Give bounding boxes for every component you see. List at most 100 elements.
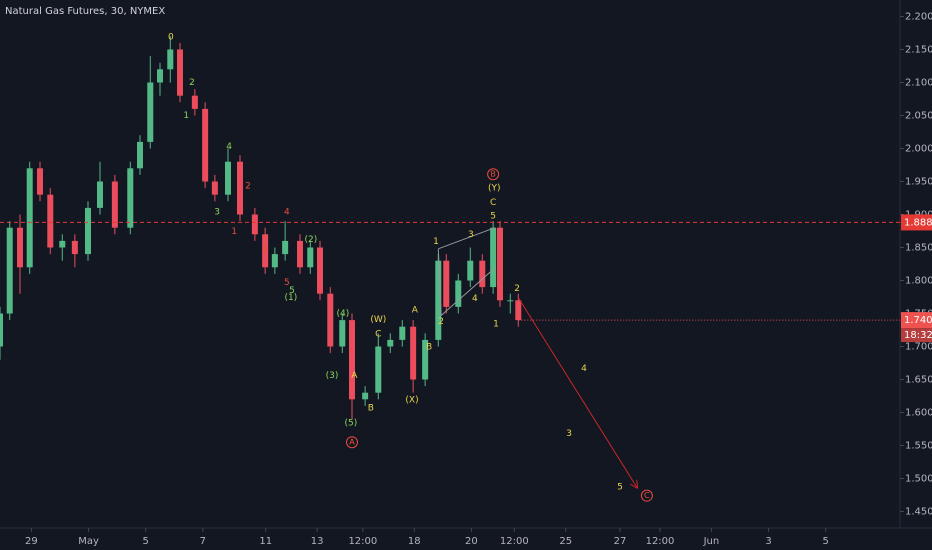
y-tick-label: 1.850 xyxy=(905,243,932,254)
y-tick-label: 2.000 xyxy=(905,144,932,155)
wave-label: (W) xyxy=(370,315,386,325)
x-tick-label: 5 xyxy=(823,536,829,547)
wave-label: 3 xyxy=(214,207,220,217)
candle-body xyxy=(515,300,522,321)
candle-body xyxy=(251,214,258,235)
y-tick-label: 1.550 xyxy=(905,441,932,452)
candle-body xyxy=(0,313,3,347)
price-line-box xyxy=(901,214,932,231)
wave-label: (Y) xyxy=(488,184,501,194)
chart-title: Natural Gas Futures, 30, NYMEX xyxy=(5,6,165,17)
wave-label: 3 xyxy=(261,245,267,255)
candle-body xyxy=(497,227,503,301)
y-tick-label: 2.200 xyxy=(905,12,932,23)
x-tick-label: 3 xyxy=(765,536,771,547)
x-tick-label: 27 xyxy=(614,536,627,547)
x-tick-label: 12:00 xyxy=(348,536,377,547)
wave-label: 5 xyxy=(490,211,496,221)
wedge-line xyxy=(438,227,496,250)
wave-label: (1) xyxy=(284,293,297,303)
candle-body xyxy=(47,194,54,248)
wave-label: A xyxy=(351,371,358,381)
candle-body xyxy=(111,181,118,228)
wave-label: 2 xyxy=(189,78,195,88)
wave-circle xyxy=(640,489,653,502)
last-price-box xyxy=(901,312,932,329)
wave-label: 1 xyxy=(493,320,499,330)
projection-arrow xyxy=(517,297,637,488)
wave-label: (2) xyxy=(304,235,317,245)
wave-label: 5 xyxy=(284,278,290,288)
wave-label: B xyxy=(368,403,374,413)
candle-body xyxy=(490,227,497,288)
candle-body xyxy=(191,95,198,109)
y-tick-label: 1.950 xyxy=(905,177,932,188)
candle-body xyxy=(237,161,243,215)
candle-body xyxy=(399,326,406,340)
candle-body xyxy=(422,339,429,380)
x-tick-label: 12:00 xyxy=(500,536,529,547)
wave-label: 5 xyxy=(617,483,623,493)
candle-body xyxy=(317,247,323,294)
candle-body xyxy=(307,247,314,268)
candle-body xyxy=(127,168,134,228)
wave-label: A xyxy=(349,438,355,447)
y-tick-label: 1.650 xyxy=(905,375,932,386)
y-tick-label: 1.600 xyxy=(905,408,932,419)
candle-body xyxy=(71,240,78,255)
candle-body xyxy=(26,168,33,268)
wave-label: 4 xyxy=(284,207,290,217)
candle-body xyxy=(202,108,209,182)
candle-body xyxy=(6,227,13,314)
candle-body xyxy=(271,254,278,268)
candle-body xyxy=(297,240,303,268)
x-tick-label: May xyxy=(78,536,99,547)
candle-body xyxy=(410,326,417,380)
wave-circle xyxy=(346,436,358,449)
candle-body xyxy=(137,141,143,169)
candle-body xyxy=(282,240,289,255)
wave-label: 2 xyxy=(245,182,251,192)
candle-body xyxy=(349,320,355,400)
wave-label: 1 xyxy=(231,227,237,237)
x-tick-label: 13 xyxy=(311,536,324,547)
wave-label: 2 xyxy=(438,317,444,327)
candle-body xyxy=(157,69,163,83)
candle-body xyxy=(467,260,474,281)
x-tick-label: 12:00 xyxy=(646,536,675,547)
candle-body xyxy=(327,293,334,347)
y-tick-label: 2.150 xyxy=(905,45,932,56)
candle-body xyxy=(97,181,103,208)
candle-body xyxy=(225,161,231,195)
wave-circle xyxy=(487,168,500,181)
wave-label: (5) xyxy=(344,419,357,429)
candle-body xyxy=(262,234,269,268)
x-tick-label: 11 xyxy=(259,536,272,547)
wave-label: 5 xyxy=(289,286,295,296)
candle-body xyxy=(435,260,442,340)
y-tick-label: 1.800 xyxy=(905,276,932,287)
x-tick-label: 20 xyxy=(465,536,478,547)
wave-label: 3 xyxy=(468,230,474,240)
wave-label: 4 xyxy=(472,294,478,304)
x-tick-label: Jun xyxy=(703,536,720,547)
wave-label: 4 xyxy=(226,142,232,152)
x-tick-label: 5 xyxy=(143,536,149,547)
y-tick-label: 2.100 xyxy=(905,78,932,89)
price-line-label: 1.888 xyxy=(904,217,932,228)
candle-body xyxy=(443,260,450,307)
wave-label: C xyxy=(375,329,381,339)
wedge-line xyxy=(440,267,496,316)
candle-body xyxy=(479,260,486,288)
wave-label: A xyxy=(412,306,419,316)
last-price-label: 1.740 xyxy=(904,315,932,326)
y-tick-label: 2.050 xyxy=(905,111,932,122)
candle-body xyxy=(37,168,43,195)
candle-body xyxy=(211,181,218,195)
countdown-box xyxy=(901,328,932,343)
x-tick-label: 18 xyxy=(408,536,421,547)
wave-label: (X) xyxy=(405,395,418,405)
